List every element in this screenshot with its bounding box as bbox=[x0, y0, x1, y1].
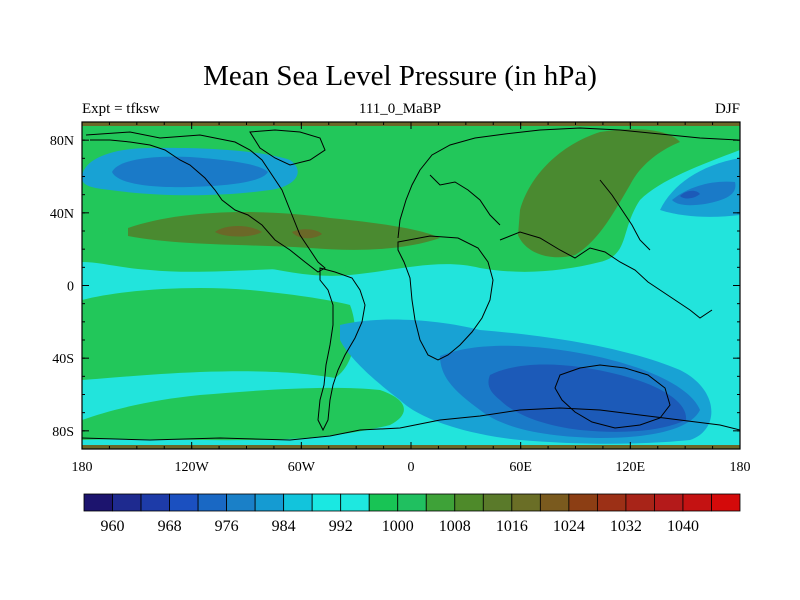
colorbar-label: 976 bbox=[215, 518, 239, 535]
colorbar-swatch bbox=[197, 493, 228, 512]
colorbar-swatch bbox=[539, 493, 570, 512]
x-tick-label: 180 bbox=[72, 460, 93, 475]
colorbar-swatch bbox=[169, 493, 199, 512]
colorbar-swatch bbox=[596, 493, 627, 512]
colorbar-label: 960 bbox=[101, 518, 125, 535]
y-tick-label: 80N bbox=[50, 134, 74, 149]
north-america-outline bbox=[85, 131, 326, 273]
colorbar: 960 968 976 984 992 1000 1008 1016 1024 1032 1040 bbox=[83, 493, 741, 535]
asia-coast-outline bbox=[499, 231, 713, 319]
africa-outline bbox=[397, 235, 494, 361]
colorbar-swatch bbox=[482, 493, 513, 512]
subtropical-high-ridge bbox=[128, 212, 440, 250]
experiment-label: Expt = tfksw bbox=[82, 101, 160, 117]
colorbar-swatch bbox=[140, 493, 170, 512]
colorbar-swatch bbox=[112, 493, 142, 512]
y-tick-label: 80S bbox=[52, 425, 74, 440]
antarctica-outline bbox=[82, 407, 740, 441]
colorbar-swatch bbox=[397, 493, 427, 512]
colorbar-swatch bbox=[682, 493, 712, 512]
x-tick-label: 120W bbox=[175, 460, 210, 475]
african-high-core bbox=[292, 229, 322, 239]
colorbar-swatch bbox=[625, 493, 655, 512]
colorbar-swatch bbox=[568, 493, 598, 512]
colorbar-label: 984 bbox=[272, 518, 296, 535]
period-label: 111_0_MaBP bbox=[358, 101, 442, 117]
colorbar-swatch bbox=[311, 493, 342, 512]
y-tick-label: 40N bbox=[50, 207, 74, 222]
coastlines bbox=[82, 127, 740, 441]
x-tick-label: 60E bbox=[509, 460, 532, 475]
colorbar-label: 1008 bbox=[439, 518, 471, 535]
colorbar-swatch bbox=[83, 493, 113, 512]
northeast-low-inner bbox=[672, 181, 736, 206]
colorbar-label: 1000 bbox=[382, 518, 414, 535]
atlantic-high-core bbox=[215, 226, 262, 237]
x-tick-label: 60W bbox=[288, 460, 316, 475]
eurasia-outline bbox=[397, 127, 739, 239]
y-tick-label: 40S bbox=[52, 352, 74, 367]
x-tick-label: 120E bbox=[616, 460, 646, 475]
colorbar-swatch bbox=[711, 493, 741, 512]
northeast-low-core bbox=[680, 190, 700, 199]
colorbar-label: 1032 bbox=[610, 518, 642, 535]
colorbar-swatch bbox=[226, 493, 256, 512]
colorbar-label: 992 bbox=[329, 518, 353, 535]
greenland-outline bbox=[249, 129, 326, 166]
asian-high bbox=[518, 129, 680, 258]
colorbar-swatch bbox=[283, 493, 313, 512]
colorbar-swatch bbox=[340, 493, 370, 512]
south-subtropical-band bbox=[82, 387, 404, 441]
colorbar-label: 1024 bbox=[553, 518, 585, 535]
colorbar-swatch bbox=[654, 493, 684, 512]
east-asia-boundary bbox=[599, 179, 651, 251]
colorbar-swatch bbox=[425, 493, 456, 512]
colorbar-label: 1040 bbox=[667, 518, 699, 535]
south-high-band bbox=[82, 288, 355, 380]
chart-title: Mean Sea Level Pressure (in hPa) bbox=[203, 60, 597, 92]
season-label: DJF bbox=[714, 101, 740, 117]
colorbar-label: 968 bbox=[158, 518, 182, 535]
colorbar-swatch bbox=[454, 493, 484, 512]
inland-boundary bbox=[429, 174, 501, 226]
north-pacific-low-inner bbox=[112, 156, 268, 188]
x-tick-label: 180 bbox=[730, 460, 751, 475]
axes: 180 120W 60W 0 60E 120E 180 80N 40N 0 40S 80S bbox=[50, 122, 751, 475]
x-tick-label: 0 bbox=[408, 460, 415, 475]
y-tick-label: 0 bbox=[67, 280, 74, 295]
colorbar-label: 1016 bbox=[496, 518, 528, 535]
colorbar-swatch bbox=[368, 493, 399, 512]
colorbar-swatch bbox=[511, 493, 541, 512]
colorbar-swatch bbox=[254, 493, 285, 512]
south-america-outline bbox=[317, 267, 366, 432]
